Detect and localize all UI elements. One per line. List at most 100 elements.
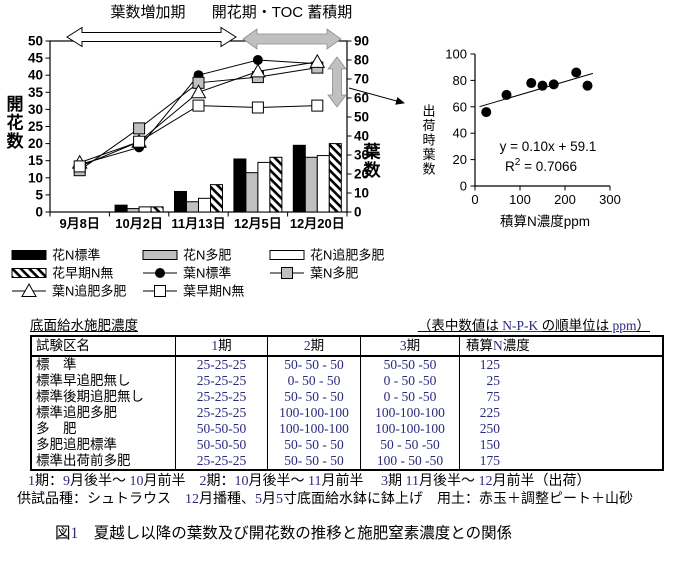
- left-axis-tick-label: 0: [35, 205, 43, 220]
- treatment-name-cell: 標準追肥多肥: [36, 405, 117, 420]
- table-col-header: 3期: [360, 336, 460, 357]
- scatter-y-title: 数: [422, 162, 435, 177]
- bar-花N標準: [292, 144, 306, 213]
- legend-marker-line-gray-square: [281, 267, 293, 279]
- value-cell: 100-100-100: [360, 421, 460, 437]
- right-axis-title: 数: [364, 160, 382, 180]
- table-row: 標準追肥多肥 25-25-25 100-100-100 100-100-100 225: [31, 405, 663, 421]
- gray-double-arrow: [242, 28, 342, 50]
- bar-花N追肥多肥: [316, 155, 330, 213]
- table-row: 標準後期追肥無し 25-25-25 50- 50 - 50 0 - 50 -50 75: [31, 389, 663, 405]
- left-axis-tick-label: 45: [28, 51, 44, 66]
- marker-葉早期N無: [133, 135, 146, 148]
- table-row: 多 肥 50-50-50 100-100-100 100-100-100 250: [31, 421, 663, 437]
- left-axis-tick-label: 5: [35, 187, 43, 202]
- value-cell: 25-25-25: [175, 373, 268, 389]
- scatter-point: [501, 89, 512, 100]
- value-cell: 0- 50 - 50: [267, 373, 361, 389]
- scatter-y-tick-label: 0: [460, 179, 467, 194]
- scatter-x-tick-label: 200: [554, 192, 576, 207]
- bar-花N多肥: [304, 156, 318, 213]
- scatter-chart: 0 20 40 60 80 100 0 100 200 300 y = 0.10x + 59.1 R2…: [445, 47, 621, 230]
- value-cell: 125: [459, 356, 663, 373]
- value-cell: 25-25-25: [175, 405, 268, 421]
- scatter-y-tick-label: 40: [453, 126, 467, 141]
- value-cell: 25-25-25: [175, 453, 268, 470]
- marker-葉N追肥多肥: [309, 53, 326, 68]
- left-axis-title: 花: [7, 113, 24, 133]
- figure-caption: 図1 夏越し以降の葉数及び開花数の推移と施肥窒素濃度との関係: [55, 525, 513, 542]
- right-axis-tick-label: 30: [354, 148, 369, 163]
- legend-item: 花N標準: [11, 248, 100, 263]
- right-axis-title: 葉: [363, 141, 382, 161]
- left-axis-title: 数: [7, 131, 25, 151]
- legend-label: 葉N標準: [183, 266, 231, 281]
- table-title: 底面給水施肥濃度: [30, 318, 138, 333]
- marker-葉N追肥多肥: [250, 63, 266, 78]
- value-cell: 75: [459, 389, 663, 405]
- bar-花N標準: [174, 190, 187, 213]
- bar-花N多肥: [245, 172, 259, 213]
- scatter-x-tick-label: 0: [471, 192, 478, 207]
- fertilizer-table-block: 底面給水施肥濃度 （表中数値は N-P-K の順単位は ppm） 試験区名 1期 2…: [30, 317, 664, 471]
- left-axis-tick-label: 30: [28, 102, 43, 117]
- value-cell: 150: [459, 437, 663, 453]
- value-cell: 0 - 50 -50: [360, 389, 460, 405]
- legend-item: 葉N多肥: [270, 266, 358, 281]
- table-row: 標準出荷前多肥 25-25-25 50- 50 - 50 100 - 50 -50 17…: [31, 453, 663, 470]
- marker-葉N標準: [252, 55, 263, 65]
- scatter-point: [582, 80, 593, 91]
- legend-swatch-bar-white: [269, 250, 305, 260]
- value-cell: 50- 50 - 50: [267, 453, 361, 470]
- legend-item: 葉N追肥多肥: [12, 282, 126, 299]
- left-axis-tick-label: 50: [28, 34, 43, 49]
- right-axis-tick-label: 10: [354, 186, 369, 201]
- scatter-trend-line: [479, 72, 594, 108]
- treatment-name-cell: 標 準: [36, 357, 77, 372]
- legend-marker-line-filled-circle: [155, 268, 165, 278]
- table-col-header: 積算N濃度: [459, 336, 663, 357]
- treatment-name-cell: 多肥追肥標準: [36, 437, 117, 452]
- footnote-periods: 1期：9月後半～ 10月前半 2期：10月後半～ 11月前半 3期 11月後半～…: [28, 474, 591, 489]
- value-cell: 50-50-50: [175, 421, 268, 437]
- legend-label: 花N標準: [52, 248, 100, 263]
- x-axis-date-label: 10月2日: [115, 216, 163, 231]
- table-row: 標準早追肥無し 25-25-25 0- 50 - 50 0 - 50 -50 25: [31, 373, 663, 389]
- x-axis-date-label: 12月5日: [234, 216, 282, 231]
- bar-花N標準: [114, 204, 128, 213]
- scatter-point: [537, 80, 548, 91]
- left-axis-tick-label: 15: [28, 153, 44, 168]
- bar-花早期N無: [210, 184, 223, 213]
- right-axis-tick-label: 0: [354, 205, 362, 220]
- legend-label: 花N追肥多肥: [310, 248, 384, 263]
- x-axis-date-label: 11月13日: [171, 216, 225, 231]
- x-axis-date-label: 12月20日: [290, 216, 345, 231]
- value-cell: 100 - 50 -50: [360, 453, 460, 470]
- marker-葉早期N無: [311, 99, 324, 112]
- left-axis-title: 開: [7, 95, 24, 114]
- fertilizer-concentration-table: 試験区名 1期 2期 3期 積算N濃度 標 準 25-25-25 50- 50 - 50 50…: [30, 335, 664, 471]
- annotation-flowering-period: 開花期・TOC 蓄積期: [212, 4, 353, 21]
- regression-equation: y = 0.10x + 59.1: [500, 139, 597, 154]
- marker-葉早期N無: [192, 99, 205, 112]
- marker-葉早期N無: [251, 101, 264, 114]
- main-chart: 0 5 10 15 20 25 30 35 40 45 50 0 10 20 30 40 50 60 70 80 90 9…: [28, 4, 405, 231]
- value-cell: 100-100-100: [267, 421, 361, 437]
- bar-花N多肥: [186, 201, 199, 213]
- pointer-arrow-to-scatter: [348, 87, 405, 105]
- leaf-range-vertical-arrow: [327, 56, 347, 108]
- value-cell: 0 - 50 -50: [360, 373, 460, 389]
- right-axis-tick-label: 60: [354, 91, 369, 106]
- value-cell: 50- 50 - 50: [267, 356, 361, 373]
- legend-label: 葉N多肥: [310, 266, 358, 281]
- value-cell: 50- 50 - 50: [267, 437, 361, 453]
- bar-花早期N無: [269, 156, 283, 213]
- marker-葉早期N無: [73, 160, 86, 173]
- table-title-row: 底面給水施肥濃度 （表中数値は N-P-K の順単位は ppm）: [30, 317, 650, 334]
- value-cell: 250: [459, 421, 663, 437]
- scatter-x-title: 積算N濃度ppm: [500, 214, 590, 229]
- value-cell: 50-50 -50: [360, 356, 460, 373]
- left-axis-tick-label: 25: [28, 119, 44, 134]
- bar-花N追肥多肥: [138, 206, 152, 213]
